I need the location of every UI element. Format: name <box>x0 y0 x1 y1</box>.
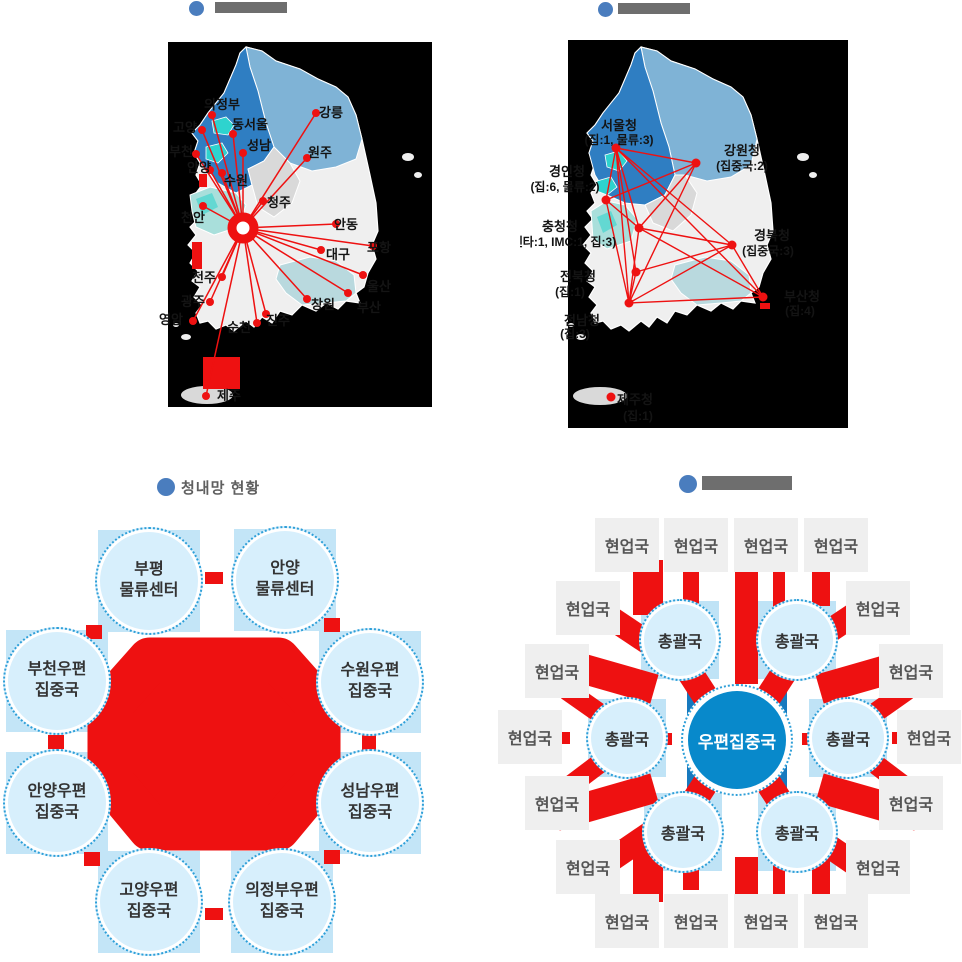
svg-text:(집:3): (집:3) <box>560 326 590 341</box>
branch-office-box: 현업국 <box>595 894 659 948</box>
svg-text:(센타:1, IMC:1, 집:3): (센타:1, IMC:1, 집:3) <box>520 234 616 249</box>
branch-office-box: 현업국 <box>897 710 961 764</box>
svg-text:의정부: 의정부 <box>204 97 240 112</box>
branch-office-box: 현업국 <box>525 776 589 830</box>
branch-office-box: 현업국 <box>556 581 620 635</box>
svg-text:강릉: 강릉 <box>319 105 343 120</box>
branch-office-box: 현업국 <box>664 518 728 572</box>
svg-text:성남: 성남 <box>247 138 271 153</box>
bullet-icon <box>598 2 613 17</box>
svg-text:(집:4): (집:4) <box>785 303 815 318</box>
svg-text:광주: 광주 <box>181 294 205 309</box>
branch-office-box: 현업국 <box>664 894 728 948</box>
intra-network-title: 청내망 현황 <box>181 480 261 497</box>
node-suwon-mail-center: 수원우편 집중국 <box>316 628 424 736</box>
redacted-title-trunk <box>215 2 287 13</box>
svg-text:강원청: 강원청 <box>724 143 760 158</box>
hub-office-node: 총괄국 <box>586 697 668 779</box>
svg-text:원주: 원주 <box>308 145 332 160</box>
svg-text:진주: 진주 <box>266 313 290 328</box>
node-goyang-mail-center: 고양우편 집중국 <box>95 848 203 956</box>
svg-text:대구: 대구 <box>326 247 350 262</box>
svg-text:동서울: 동서울 <box>232 117 268 132</box>
svg-text:고양: 고양 <box>173 120 197 135</box>
hub-office-node: 총괄국 <box>642 791 724 873</box>
svg-text:창원: 창원 <box>311 297 335 312</box>
redaction-patch <box>760 303 770 309</box>
regional-offices-map: 서울청 (집:1, 물류:3) 경인청 (집:6, 물류:2) 강원청 (집중국… <box>520 40 848 428</box>
regional-mesh-lines <box>605 147 764 304</box>
svg-text:경북청: 경북청 <box>754 228 790 243</box>
bullet-icon <box>157 478 175 496</box>
svg-text:영암: 영암 <box>159 312 183 327</box>
hub-office-node: 총괄국 <box>756 599 838 681</box>
svg-text:경인청: 경인청 <box>549 164 585 179</box>
link-connectors <box>48 572 376 920</box>
svg-text:천안: 천안 <box>181 210 205 225</box>
svg-text:부산청: 부산청 <box>784 289 820 304</box>
branch-office-box: 현업국 <box>734 518 798 572</box>
node-bupyeong-logistics: 부평 물류센터 <box>95 527 203 635</box>
branch-office-box: 현업국 <box>734 894 798 948</box>
svg-text:안양: 안양 <box>187 160 211 175</box>
branch-office-box: 현업국 <box>879 644 943 698</box>
mail-center-node: 우편집중국 <box>681 684 793 796</box>
branch-office-box: 현업국 <box>525 644 589 698</box>
branch-office-box: 현업국 <box>595 518 659 572</box>
svg-text:부천: 부천 <box>169 144 193 159</box>
hub-office-node: 총괄국 <box>639 599 721 681</box>
redacted-title-local <box>702 476 792 490</box>
branch-office-box: 현업국 <box>498 710 562 764</box>
svg-text:순천: 순천 <box>227 320 251 335</box>
node-seongnam-mail-center: 성남우편 집중국 <box>316 749 424 857</box>
redaction-patches <box>192 174 240 389</box>
node-bucheon-mail-center: 부천우편 집중국 <box>3 627 111 735</box>
office-dots <box>601 143 768 402</box>
hub-office-node: 총괄국 <box>807 697 889 779</box>
svg-text:(집중국:2): (집중국:2) <box>716 158 768 173</box>
city-dots <box>189 109 377 400</box>
node-anyang-mail-center: 안양우편 집중국 <box>3 749 111 857</box>
hub-ring-icon <box>227 212 259 244</box>
svg-text:서울청: 서울청 <box>601 118 637 133</box>
svg-text:전주: 전주 <box>192 270 216 285</box>
node-uijeongbu-mail-center: 의정부우편 집중국 <box>228 848 336 956</box>
intra-network-redacted-links <box>48 572 376 920</box>
branch-office-box: 현업국 <box>804 894 868 948</box>
svg-text:(집중국:3): (집중국:3) <box>742 243 794 258</box>
svg-text:안동: 안동 <box>334 217 358 232</box>
trunk-network-map: 의정부 고양 동서울 부천 성남 안양 수원 강릉 원주 청주 천안 안동 포항… <box>159 42 432 407</box>
redacted-link-blob <box>87 637 341 851</box>
redacted-title-regional <box>618 3 690 14</box>
svg-text:청주: 청주 <box>267 195 291 210</box>
branch-office-box: 현업국 <box>846 840 910 894</box>
svg-text:(집:1, 물류:3): (집:1, 물류:3) <box>584 132 653 147</box>
svg-text:제주: 제주 <box>217 388 241 403</box>
svg-text:전북청: 전북청 <box>560 269 596 284</box>
city-labels: 의정부 고양 동서울 부천 성남 안양 수원 강릉 원주 청주 천안 안동 포항… <box>159 97 391 403</box>
svg-text:충청청: 충청청 <box>542 219 578 234</box>
svg-text:(집:6, 물류:2): (집:6, 물류:2) <box>530 179 599 194</box>
node-anyang-logistics: 안양 물류센터 <box>231 526 339 634</box>
branch-office-box: 현업국 <box>846 581 910 635</box>
office-labels: 서울청 (집:1, 물류:3) 경인청 (집:6, 물류:2) 강원청 (집중국… <box>520 118 820 423</box>
svg-text:제주청: 제주청 <box>617 392 653 407</box>
branch-office-box: 현업국 <box>879 776 943 830</box>
bullet-icon <box>189 1 204 16</box>
svg-text:전남청: 전남청 <box>564 313 600 328</box>
svg-text:(집:1): (집:1) <box>623 408 653 423</box>
svg-text:(집:1): (집:1) <box>555 284 585 299</box>
bullet-icon <box>679 475 697 493</box>
hub-office-node: 총괄국 <box>756 791 838 873</box>
mail-center-circle: 우편집중국 <box>688 691 786 789</box>
svg-text:수원: 수원 <box>224 173 248 188</box>
svg-text:울산: 울산 <box>367 279 391 294</box>
branch-office-box: 현업국 <box>804 518 868 572</box>
branch-office-box: 현업국 <box>556 840 620 894</box>
svg-text:포항: 포항 <box>367 240 391 255</box>
svg-text:부산: 부산 <box>357 300 381 315</box>
